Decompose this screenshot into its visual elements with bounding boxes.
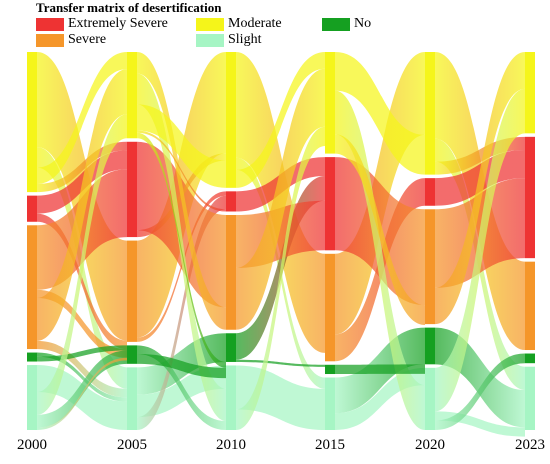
node-2000-no <box>27 352 37 362</box>
node-2023-slight <box>525 366 535 430</box>
flow-2015-moderate-to-slight <box>335 90 425 430</box>
node-bars <box>27 52 535 430</box>
flow-2000-severe-to-severe <box>37 289 127 358</box>
flow-2000-no-to-no <box>37 345 127 362</box>
legend-label-moderate: Moderate <box>228 16 282 31</box>
legend-swatch-severe <box>36 33 64 47</box>
flow-2000-slight-to-severe <box>37 357 127 430</box>
year-axis-labels: 2000 2005 2010 2015 2020 2023 <box>17 437 545 453</box>
flow-links <box>37 52 525 437</box>
year-label-2020: 2020 <box>415 437 445 453</box>
year-label-2000: 2000 <box>17 437 47 453</box>
flow-2005-extremely-severe-to-severe <box>137 141 226 308</box>
year-label-2010: 2010 <box>216 437 246 453</box>
node-2020-extremely-severe <box>425 178 435 206</box>
node-2020-severe <box>425 209 435 325</box>
node-2000-severe <box>27 225 37 350</box>
node-2020-moderate <box>425 52 435 175</box>
flow-2005-moderate-to-extremely-severe <box>137 130 226 212</box>
node-2005-extremely-severe <box>127 141 137 238</box>
legend-swatch-no <box>322 17 350 31</box>
legend-item-no: No <box>322 17 371 31</box>
legend-title: Transfer matrix of desertification <box>36 0 222 15</box>
flow-2010-slight-to-moderate <box>236 126 325 430</box>
node-2015-moderate <box>325 52 335 154</box>
flow-2020-slight-to-moderate <box>435 88 525 412</box>
flow-2015-moderate-to-severe <box>335 134 425 325</box>
year-label-2023: 2023 <box>515 437 545 453</box>
flow-2010-severe-to-moderate <box>236 68 325 330</box>
flow-2000-slight-to-no <box>37 350 127 428</box>
legend-item-moderate: Moderate <box>196 17 282 31</box>
node-2010-moderate <box>226 52 236 188</box>
flow-2015-moderate-to-moderate <box>335 52 425 175</box>
node-2015-severe <box>325 253 335 362</box>
node-2005-no <box>127 345 137 364</box>
node-2010-no <box>226 333 236 362</box>
legend-swatch-slight <box>196 33 224 47</box>
legend-swatch-moderate <box>196 17 224 31</box>
legend-swatch-extremely-severe <box>36 17 64 31</box>
node-2005-slight <box>127 367 137 430</box>
node-2023-extremely-severe <box>525 136 535 259</box>
flow-2005-moderate-to-moderate <box>137 104 226 188</box>
flow-2005-no-to-no <box>137 353 226 379</box>
flow-2005-moderate-to-severe <box>137 52 226 330</box>
flow-2000-slight-to-moderate <box>37 114 127 415</box>
flow-2005-moderate-to-slight <box>137 73 226 422</box>
year-label-2015: 2015 <box>315 437 345 453</box>
node-2015-slight <box>325 377 335 430</box>
flow-2020-slight-to-no <box>435 353 525 430</box>
year-label-2005: 2005 <box>117 437 147 453</box>
flow-2000-severe-to-slight <box>37 340 127 398</box>
legend-item-slight: Slight <box>196 33 261 47</box>
flow-2010-no-to-extremely-severe <box>236 175 325 360</box>
flow-2005-moderate-to-no <box>137 132 226 368</box>
node-2005-moderate <box>127 52 137 139</box>
flow-2000-severe-to-extremely-severe <box>37 169 127 290</box>
legend-item-severe: Severe <box>36 33 106 47</box>
node-2010-extremely-severe <box>226 191 236 212</box>
node-2020-slight <box>425 367 435 430</box>
legend-label-severe: Severe <box>68 32 107 47</box>
legend-item-extremely-severe: Extremely Severe <box>36 17 168 31</box>
flow-2005-no-to-slight <box>137 345 226 430</box>
node-2000-extremely-severe <box>27 195 37 222</box>
node-2015-no <box>325 364 335 375</box>
legend-label-no: No <box>354 16 372 31</box>
node-2020-no <box>425 327 435 365</box>
node-2000-moderate <box>27 52 37 193</box>
node-2000-slight <box>27 365 37 430</box>
flow-2000-moderate-to-moderate <box>37 52 127 184</box>
node-2010-slight <box>226 365 236 430</box>
node-2015-extremely-severe <box>325 157 335 251</box>
node-2005-severe <box>127 240 137 342</box>
flow-2000-severe-to-moderate <box>37 69 127 341</box>
flow-2005-slight-to-extremely-severe <box>137 195 226 430</box>
flow-2020-severe-to-moderate <box>435 52 525 325</box>
node-2023-severe <box>525 261 535 351</box>
flow-2010-no-to-no <box>236 359 325 367</box>
legend-label-slight: Slight <box>228 32 262 47</box>
legend-label-extremely-severe: Extremely Severe <box>68 16 168 31</box>
flow-2000-extremely-severe-to-severe <box>37 213 127 350</box>
flow-2010-moderate-to-moderate <box>236 52 325 188</box>
flow-2015-no-to-no <box>335 364 425 375</box>
node-2023-no <box>525 353 535 364</box>
node-2023-moderate <box>525 52 535 134</box>
node-2010-severe <box>226 215 236 330</box>
flow-2000-no-to-slight <box>37 352 127 402</box>
